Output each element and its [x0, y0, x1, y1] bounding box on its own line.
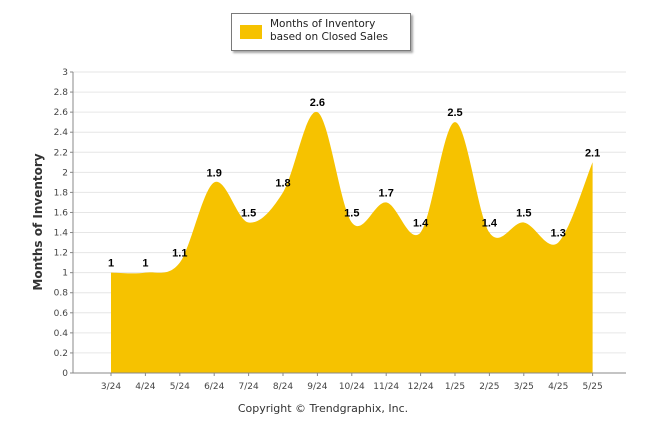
y-tick-label: 1.8 [54, 188, 69, 198]
x-tick-label: 10/24 [339, 382, 365, 392]
x-tick-label: 11/24 [373, 382, 399, 392]
data-label: 1.4 [482, 218, 498, 230]
x-tick-labels: 3/24 4/24 5/24 6/24 7/24 8/24 9/24 10/24 11/24 12… [101, 382, 603, 392]
data-label: 1.9 [207, 167, 222, 179]
x-tick-label: 1/25 [445, 382, 465, 392]
y-tick-label: 0.2 [54, 349, 68, 359]
x-tick-label: 3/25 [514, 382, 534, 392]
data-label: 1.5 [516, 208, 531, 220]
y-tick-label: 1.2 [54, 249, 68, 259]
y-tick-label: 2.6 [54, 108, 69, 118]
legend-swatch [240, 25, 262, 39]
data-label: 1.3 [551, 228, 566, 240]
y-tick-label: 2 [62, 168, 68, 178]
y-tick-label: 0.8 [54, 289, 69, 299]
data-label: 2.6 [310, 97, 325, 109]
y-axis-title: Months of Inventory [31, 153, 45, 290]
x-tick-label: 4/25 [548, 382, 568, 392]
data-label: 1 [108, 258, 114, 270]
x-tick-label: 2/25 [479, 382, 499, 392]
copyright-footer: Copyright © Trendgraphix, Inc. [237, 402, 409, 415]
x-tick-label: 3/24 [101, 382, 121, 392]
y-tick-label: 2.8 [54, 88, 69, 98]
data-label: 1.1 [172, 248, 187, 260]
x-tick-label: 8/24 [273, 382, 293, 392]
x-tick-label: 7/24 [238, 382, 258, 392]
x-tick-label: 4/24 [135, 382, 155, 392]
y-tick-label: 0 [62, 369, 68, 379]
x-tick-label: 5/25 [582, 382, 602, 392]
y-tick-label: 1.4 [54, 229, 69, 239]
y-tick-label: 0.6 [54, 309, 69, 319]
data-label: 2.1 [585, 147, 600, 159]
axes [72, 72, 626, 376]
x-tick-label: 9/24 [307, 382, 327, 392]
y-tick-label: 2.2 [54, 148, 68, 158]
y-tick-label: 3 [62, 68, 68, 78]
data-label: 1.5 [241, 208, 256, 220]
data-label: 1.7 [379, 187, 394, 199]
area-series [111, 111, 593, 373]
legend-label: Months of Inventory based on Closed Sale… [270, 18, 389, 43]
data-label: 1.4 [413, 218, 429, 230]
x-tick-label: 6/24 [204, 382, 224, 392]
data-label: 2.5 [447, 107, 462, 119]
data-labels: 1 1 1.1 1.9 1.5 1.8 2.6 1.5 1.7 1.4 2.5 1.4 1.5 1.3 2.… [108, 97, 600, 270]
series-area [111, 111, 593, 373]
chart-legend: Months of Inventory based on Closed Sale… [231, 13, 411, 51]
data-label: 1.8 [275, 177, 290, 189]
x-tick-label: 5/24 [170, 382, 190, 392]
y-tick-labels: 0 0.2 0.4 0.6 0.8 1 1.2 1.4 1.6 1.8 2 2.2 2.4 2.6 2.8 3 [54, 68, 69, 379]
data-label: 1.5 [344, 208, 359, 220]
data-label: 1 [142, 258, 148, 270]
y-tick-label: 1 [62, 269, 68, 279]
y-tick-label: 0.4 [54, 329, 69, 339]
y-tick-label: 1.6 [54, 208, 69, 218]
x-tick-label: 12/24 [408, 382, 434, 392]
y-tick-label: 2.4 [54, 128, 69, 138]
